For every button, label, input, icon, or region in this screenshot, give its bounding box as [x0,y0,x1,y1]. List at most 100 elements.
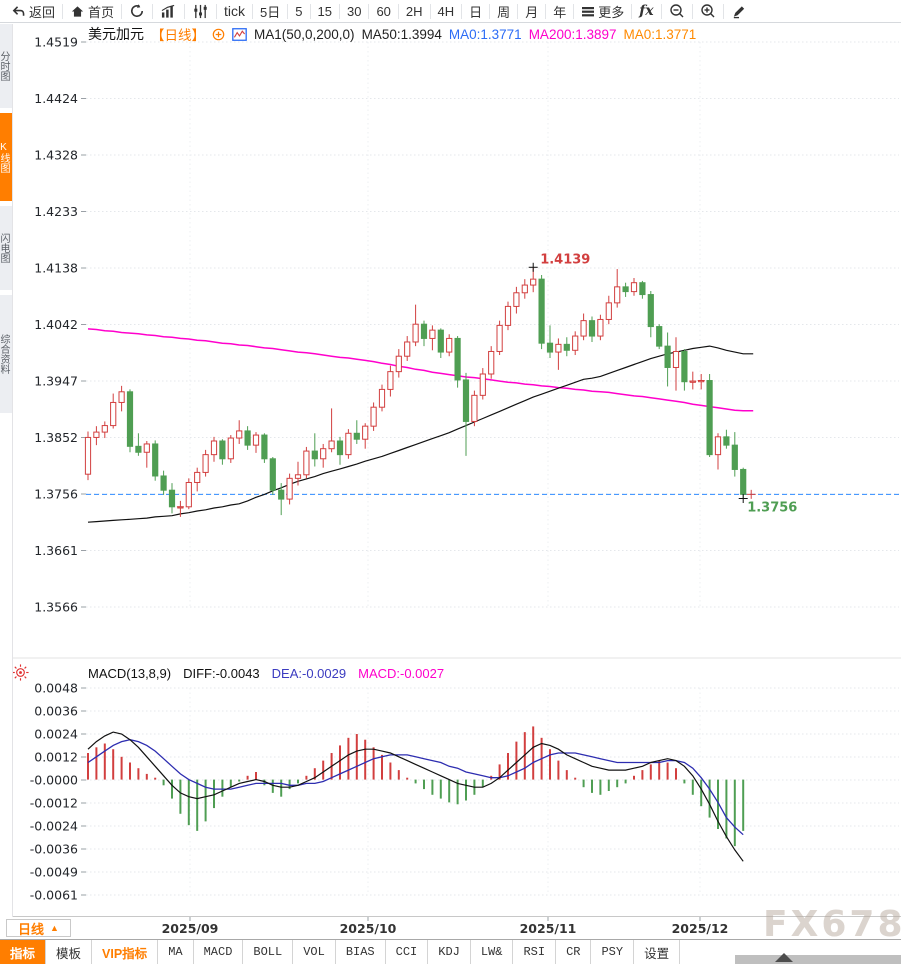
tab-指标[interactable]: 指标 [0,940,47,964]
tab-CR[interactable]: CR [556,940,592,964]
svg-text:-0.0012: -0.0012 [30,796,78,811]
mini-chart-icon[interactable] [232,27,247,41]
zoom-in-button[interactable] [693,0,723,22]
candlestick-button[interactable] [185,0,216,22]
svg-text:-0.0024: -0.0024 [30,819,78,834]
period-button-2H[interactable]: 2H [399,0,430,22]
period-button-年[interactable]: 年 [546,0,573,22]
sidebar-item-K线图[interactable]: K线图 [0,113,12,201]
toolbar-separator [152,3,154,19]
tab-CCI[interactable]: CCI [386,940,429,964]
back-label: 返回 [29,4,56,20]
period-button-60[interactable]: 60 [369,0,397,22]
tab-MACD[interactable]: MACD [194,940,244,964]
symbol-name: 美元加元 [88,26,144,42]
sidebar-item-综合资料[interactable]: 综合资料 [0,295,12,413]
tab-RSI[interactable]: RSI [513,940,557,964]
period-button-5日[interactable]: 5日 [253,0,287,22]
tab-BIAS[interactable]: BIAS [336,940,386,964]
toolbar-separator [62,3,64,19]
toolbar-separator [309,3,311,19]
period-button-5[interactable]: 5 [288,0,309,22]
toolbar-separator [489,3,491,19]
refresh-button[interactable] [122,0,152,22]
period-button-group: 5日 5 15 30 60 2H 4H 日周月年 [253,0,575,22]
period-button-4H[interactable]: 4H [431,0,462,22]
tab-MA[interactable]: MA [158,940,194,964]
toolbar-separator [545,3,547,19]
left-sidebar: 分时图 K线图闪电图综合资料 [0,24,13,917]
home-icon [71,5,84,17]
draw-button[interactable] [724,0,754,22]
svg-text:1.4233: 1.4233 [34,204,78,219]
toolbar-separator [368,3,370,19]
period-button-周[interactable]: 周 [490,0,517,22]
period-button-日[interactable]: 日 [462,0,489,22]
macd-diff-value: DIFF:-0.0043 [183,666,260,681]
candles-layer [84,267,747,517]
svg-text:2025/10: 2025/10 [340,921,397,936]
svg-text:1.4328: 1.4328 [34,148,78,163]
tab-VOL[interactable]: VOL [293,940,336,964]
toolbar-separator [517,3,519,19]
toolbar-separator [722,3,724,19]
home-label: 首页 [88,4,115,20]
chart-header: 美元加元 【日线】 MA1(50,0,200,0) MA50:1.3994 MA… [88,24,696,44]
svg-text:0.0024: 0.0024 [34,727,78,742]
more-button[interactable]: 更多 [574,0,631,22]
period-button-30[interactable]: 30 [340,0,368,22]
svg-text:0.0036: 0.0036 [34,704,78,719]
period-button-15[interactable]: 15 [311,0,339,22]
pencil-icon [733,5,744,18]
back-button[interactable]: 返回 [4,0,62,22]
tab-VIP指标[interactable]: VIP指标 [92,940,159,964]
axis-text-layer: 1.4519 1.4424 1.4328 1.4233 1.4138 1.4042 1.39… [30,35,729,937]
sidebar-item-闪电图[interactable]: 闪电图 [0,206,12,290]
add-circle-icon[interactable] [212,28,225,41]
back-arrow-icon [12,5,25,16]
toolbar-separator [397,3,399,19]
scroll-handle[interactable] [735,953,901,964]
tick-label: tick [224,3,246,19]
toolbar-separator [338,3,340,19]
svg-text:0.0048: 0.0048 [34,681,78,696]
svg-text:1.3661: 1.3661 [34,543,78,558]
ma-settings: MA1(50,0,200,0) [254,26,355,42]
toolbar-separator [631,3,633,19]
period-selector-button[interactable]: 日线 ▲ [6,919,71,937]
ma50-value: MA50:1.3994 [361,26,442,42]
tab-设置[interactable]: 设置 [634,940,681,964]
svg-text:1.4519: 1.4519 [34,35,78,50]
tab-KDJ[interactable]: KDJ [428,940,471,964]
macd-diff-line [87,731,744,862]
tick-button[interactable]: tick [217,0,252,22]
bar-chart-button[interactable] [153,0,184,22]
svg-text:1.4138: 1.4138 [34,261,78,276]
watermark: FX678 [763,904,901,945]
tab-PSY[interactable]: PSY [591,940,635,964]
home-button[interactable]: 首页 [63,0,121,22]
svg-text:0.0012: 0.0012 [34,750,78,765]
zoom-out-button[interactable] [662,0,692,22]
grid-layer [0,41,901,921]
macd-dea-value: DEA:-0.0029 [271,666,347,681]
toolbar-separator [216,3,218,19]
more-menu-icon [582,6,595,16]
indicator-settings-icon[interactable] [11,663,30,687]
sidebar-item-label: K线图 [0,141,9,173]
tab-模板[interactable]: 模板 [46,940,93,964]
formula-button[interactable]: fx [632,0,660,22]
sidebar-item-分时图[interactable]: 分时图 [0,24,12,108]
tab-LW&[interactable]: LW& [471,940,514,964]
svg-text:-0.0036: -0.0036 [30,842,78,857]
period-button-月[interactable]: 月 [518,0,545,22]
svg-text:-0.0049: -0.0049 [30,865,78,880]
ma200-value: MA200:1.3897 [528,26,617,42]
sidebar-item-label: 分时图 [0,51,9,81]
series-layer: 1.4139 1.3756 [84,252,899,862]
svg-text:1.4042: 1.4042 [34,317,78,332]
macd-header: MACD(13,8,9) DIFF:-0.0043 DEA:-0.0029 MA… [88,666,444,681]
macd-layer [87,726,745,862]
tab-BOLL[interactable]: BOLL [243,940,294,964]
